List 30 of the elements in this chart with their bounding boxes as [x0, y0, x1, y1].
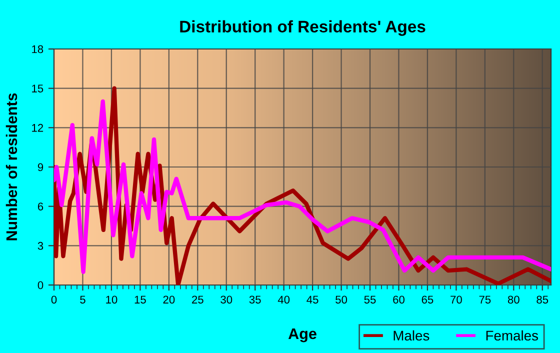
- legend-label: Females: [486, 330, 538, 341]
- y-tick-label: 18: [32, 45, 44, 54]
- x-tick-label: 80: [508, 296, 520, 304]
- x-tick-label: 85: [536, 296, 548, 304]
- x-tick-label: 50: [336, 296, 348, 304]
- x-tick-label: 15: [134, 296, 146, 304]
- y-tick-label: 9: [38, 163, 44, 172]
- x-tick-label: 25: [192, 296, 204, 304]
- x-tick-label: 0: [51, 296, 57, 304]
- y-tick-label: 3: [38, 242, 44, 250]
- x-tick-label: 45: [306, 296, 318, 304]
- x-tick-label: 30: [220, 296, 232, 304]
- x-tick-label: 10: [106, 296, 118, 304]
- x-tick-label: 60: [393, 296, 404, 304]
- x-axis-title: Age: [288, 328, 316, 342]
- x-tick-label: 20: [163, 296, 175, 304]
- x-tick-label: 35: [249, 296, 261, 304]
- x-tick-label: 65: [422, 296, 434, 304]
- y-tick-label: 15: [32, 84, 44, 92]
- x-tick-label: 5: [80, 296, 86, 304]
- legend-label: Males: [394, 330, 430, 341]
- x-tick-label: 55: [364, 296, 376, 304]
- x-tick-label: 40: [278, 296, 290, 304]
- y-tick-label: 6: [38, 202, 44, 210]
- chart-title: Distribution of Residents' Ages: [180, 20, 426, 36]
- y-tick-label: 12: [32, 124, 44, 132]
- x-tick-label: 70: [450, 296, 462, 304]
- y-tick-label: 0: [38, 281, 44, 290]
- y-axis-title: Number of residents: [6, 93, 18, 240]
- x-tick-label: 75: [479, 296, 491, 304]
